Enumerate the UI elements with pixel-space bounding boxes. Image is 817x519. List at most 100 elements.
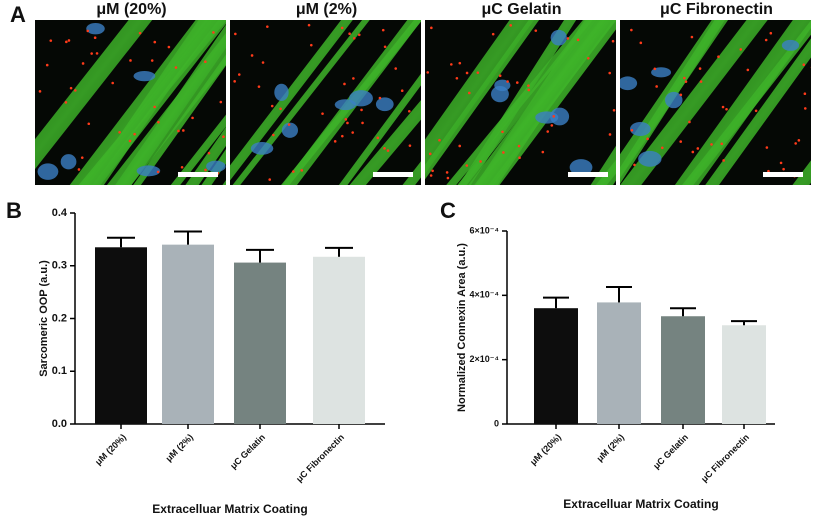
error-bar <box>606 285 632 303</box>
scale-bar <box>763 172 803 177</box>
connexin-dot <box>333 140 337 143</box>
connexin-dot <box>431 169 434 173</box>
connexin-dot <box>118 130 121 134</box>
connexin-dot <box>509 24 512 27</box>
connexin-dot <box>608 133 612 136</box>
connexin-dot <box>717 55 720 58</box>
connexin-dot <box>177 129 180 133</box>
scale-bar <box>178 172 218 177</box>
connexin-dot <box>93 36 97 40</box>
connexin-dot <box>517 144 521 148</box>
fiber <box>69 20 218 185</box>
connexin-dot <box>655 85 658 88</box>
connexin-dot <box>428 152 432 156</box>
connexin-dot <box>720 142 724 146</box>
connexin-dot <box>348 32 351 36</box>
connexin-dot <box>157 120 160 124</box>
connexin-dot <box>352 36 356 40</box>
nucleus <box>349 90 373 107</box>
nucleus <box>206 160 226 173</box>
nucleus <box>664 91 683 109</box>
connexin-dot <box>257 85 261 88</box>
fiber <box>170 114 226 185</box>
y-tick-label: 0.1 <box>52 365 67 377</box>
connexin-dot <box>446 176 450 180</box>
x-axis-title: Extracelluar Matrix Coating <box>563 497 718 511</box>
x-tick-label: μC Gelatin <box>651 432 690 471</box>
nucleus <box>494 79 511 92</box>
nucleus <box>375 97 394 112</box>
scale-bar <box>373 172 413 177</box>
connexin-dot <box>611 39 615 43</box>
connexin-dot <box>261 61 265 64</box>
connexin-dot <box>86 29 90 33</box>
connexin-dot <box>222 135 225 139</box>
y-tick-label: 0.4 <box>52 207 68 219</box>
connexin-dot <box>765 146 769 149</box>
y-tick-label: 4×10⁻⁴ <box>470 290 499 300</box>
connexin-dot <box>696 147 700 150</box>
fiber <box>185 126 226 185</box>
connexin-dot <box>219 100 223 104</box>
connexin-dot <box>797 139 801 142</box>
nucleus <box>651 67 672 78</box>
connexin-dot <box>153 105 156 109</box>
error-bar <box>107 236 135 248</box>
bar <box>313 256 365 424</box>
bar <box>661 316 705 424</box>
connexin-dot <box>307 23 311 27</box>
connexin-dot <box>810 66 811 69</box>
connexin-dot <box>725 107 728 111</box>
panel-label: B <box>6 198 22 223</box>
error-bar <box>174 230 202 245</box>
x-tick-label: μC Fibronectin <box>699 432 751 484</box>
connexin-dot <box>156 170 160 174</box>
connexin-dot <box>458 144 462 148</box>
connexin-dot <box>133 132 136 136</box>
connexin-dot <box>746 68 750 72</box>
connexin-dot <box>167 45 171 49</box>
fiber <box>682 20 811 185</box>
connexin-dot <box>438 138 441 142</box>
nucleus <box>620 76 638 91</box>
connexin-dot <box>534 29 538 32</box>
bar <box>234 262 286 424</box>
fiber <box>35 20 153 170</box>
connexin-dot <box>699 80 703 83</box>
connexin-dot <box>95 52 99 55</box>
connexin-dot <box>343 82 346 86</box>
connexin-dot <box>386 149 390 152</box>
connexin-dot <box>506 80 509 83</box>
connexin-dot <box>608 71 612 75</box>
connexin-dot <box>174 66 178 69</box>
fiber <box>115 24 226 185</box>
connexin-dot <box>445 171 449 174</box>
connexin-dot <box>45 63 49 67</box>
connexin-dot <box>250 54 254 57</box>
connexin-dot <box>769 31 773 35</box>
y-tick-label: 0.0 <box>52 418 67 430</box>
connexin-dot <box>653 67 657 71</box>
fiber <box>705 38 811 185</box>
connexin-dot <box>710 143 713 146</box>
nucleus <box>37 163 59 180</box>
x-tick-label: μC Gelatin <box>228 432 267 471</box>
cells <box>230 20 421 185</box>
x-tick-label: μM (2%) <box>164 432 195 463</box>
connexin-dot <box>150 59 154 62</box>
bar <box>162 244 214 424</box>
fiber <box>595 159 616 185</box>
nucleus <box>569 159 593 176</box>
connexin-dot <box>309 43 313 47</box>
connexin-dot <box>341 134 344 138</box>
connexin-dot <box>661 146 664 150</box>
connexin-dot <box>153 40 157 44</box>
bar <box>722 325 766 424</box>
x-tick-label: μM (20%) <box>93 432 128 467</box>
connexin-dot <box>138 31 142 35</box>
nucleus <box>274 83 289 102</box>
y-axis-title: Normalized Connexin Area (a.u.) <box>456 243 468 412</box>
connexin-dot <box>429 174 433 177</box>
connexin-dot <box>541 150 545 154</box>
nucleus <box>250 142 274 155</box>
